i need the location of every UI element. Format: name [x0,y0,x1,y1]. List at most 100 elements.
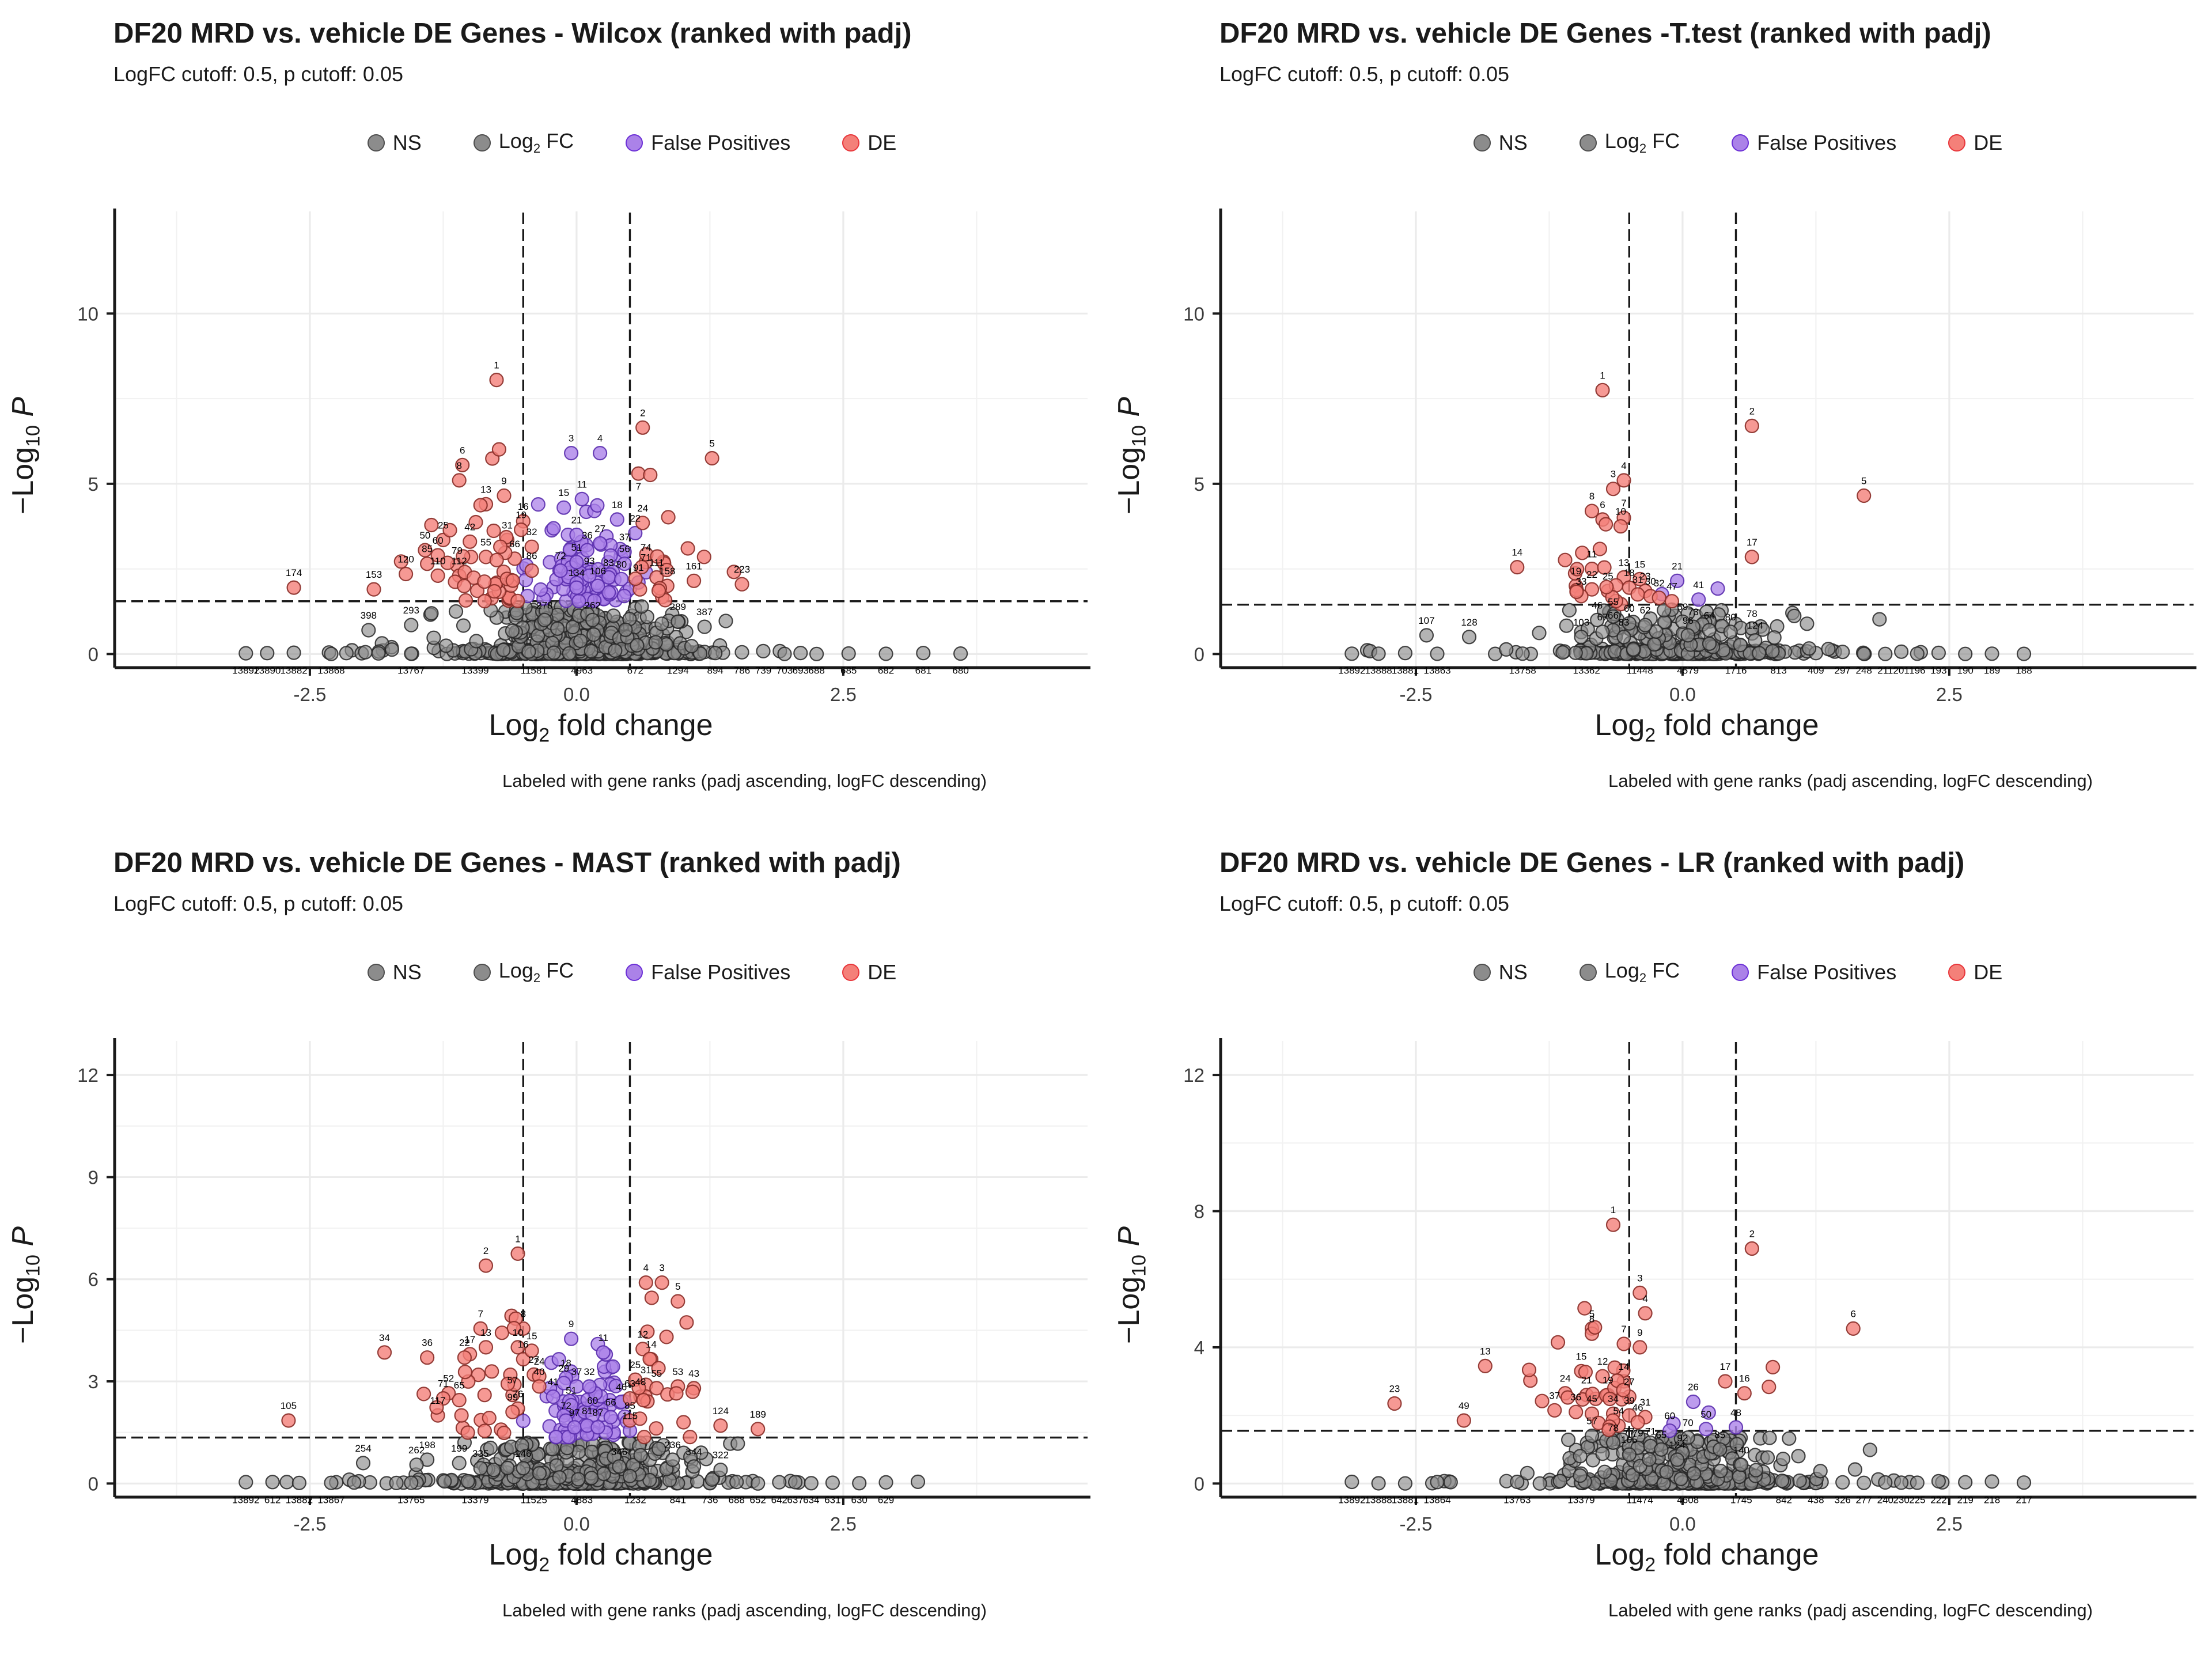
svg-text:66: 66 [509,539,520,550]
svg-text:438: 438 [1808,1494,1824,1505]
svg-text:85: 85 [624,1400,635,1411]
svg-text:13863: 13863 [1423,665,1450,676]
svg-text:248: 248 [1856,665,1872,676]
svg-text:196: 196 [1909,665,1925,676]
svg-text:13892: 13892 [1338,665,1365,676]
svg-text:681: 681 [915,665,931,676]
svg-text:2.5: 2.5 [1936,684,1963,705]
svg-text:13399: 13399 [461,665,488,676]
svg-text:15: 15 [1634,559,1645,570]
svg-text:0.0: 0.0 [1669,1513,1696,1535]
svg-text:33: 33 [1576,576,1587,587]
svg-text:134: 134 [569,567,585,578]
svg-text:25: 25 [630,1359,641,1370]
svg-text:107: 107 [1418,615,1434,626]
svg-text:219: 219 [1957,1494,1974,1505]
svg-text:6: 6 [1850,1308,1855,1319]
svg-text:9: 9 [1637,1327,1642,1338]
svg-text:60: 60 [587,1395,598,1406]
svg-text:91: 91 [633,562,644,573]
svg-text:2: 2 [640,407,645,418]
svg-text:894: 894 [707,665,724,676]
svg-text:193: 193 [1930,665,1946,676]
svg-text:642: 642 [771,1494,787,1505]
svg-text:36: 36 [582,530,593,541]
svg-text:5: 5 [1861,476,1866,487]
svg-text:46: 46 [1633,1402,1643,1413]
svg-text:19: 19 [1570,566,1581,577]
svg-text:13763: 13763 [1503,1494,1531,1505]
svg-text:199: 199 [451,1443,467,1454]
svg-text:0.0: 0.0 [563,684,590,705]
svg-text:79: 79 [452,546,463,556]
svg-text:-2.5: -2.5 [293,684,326,705]
svg-text:652: 652 [750,1494,766,1505]
svg-text:703: 703 [777,665,793,676]
svg-text:153: 153 [366,569,382,580]
svg-text:189: 189 [750,1409,766,1420]
svg-text:13379: 13379 [1567,1494,1594,1505]
svg-text:0: 0 [88,643,99,665]
svg-text:64: 64 [1704,610,1715,621]
svg-text:40: 40 [534,1366,545,1377]
svg-text:293: 293 [403,605,419,616]
svg-text:158: 158 [659,566,675,577]
svg-text:5: 5 [675,1281,680,1292]
svg-text:398: 398 [361,610,377,621]
svg-text:50: 50 [419,530,430,541]
svg-text:12: 12 [1597,1356,1608,1367]
svg-text:688: 688 [808,665,824,676]
svg-text:201: 201 [1893,665,1909,676]
svg-text:13882: 13882 [286,1494,313,1505]
svg-text:13: 13 [480,1327,491,1338]
svg-text:2.5: 2.5 [830,684,857,705]
svg-text:19: 19 [516,510,527,521]
svg-text:14: 14 [646,1339,657,1350]
svg-text:188: 188 [2016,665,2032,676]
svg-text:37: 37 [619,532,630,543]
svg-text:146: 146 [515,1448,531,1459]
svg-text:1: 1 [1600,370,1605,381]
svg-text:189: 189 [1984,665,2000,676]
svg-text:680: 680 [952,665,968,676]
svg-text:53: 53 [672,1366,683,1377]
svg-text:11: 11 [577,479,587,490]
svg-text:60: 60 [1624,603,1635,614]
svg-text:66: 66 [1608,610,1619,621]
svg-text:59: 59 [1677,601,1688,612]
svg-text:105: 105 [281,1400,297,1411]
svg-text:21: 21 [1581,1375,1592,1386]
svg-text:12: 12 [637,1329,648,1340]
svg-text:0: 0 [88,1473,99,1494]
svg-text:55: 55 [1608,596,1619,607]
svg-text:278: 278 [536,600,552,611]
svg-text:4: 4 [1621,460,1626,471]
svg-text:739: 739 [755,665,771,676]
svg-text:24: 24 [1560,1373,1571,1384]
svg-text:262: 262 [585,600,601,611]
svg-text:2: 2 [483,1245,488,1256]
svg-text:13888: 13888 [1365,665,1392,676]
svg-text:32: 32 [1654,578,1665,589]
svg-text:13765: 13765 [397,1494,425,1505]
svg-text:9: 9 [569,1319,574,1330]
svg-text:93: 93 [584,555,595,566]
svg-text:67: 67 [1597,612,1608,623]
svg-text:11525: 11525 [521,1494,547,1505]
svg-text:841: 841 [670,1494,686,1505]
svg-text:60: 60 [433,535,444,546]
svg-text:685: 685 [840,665,857,676]
svg-text:1745: 1745 [1730,1494,1752,1505]
svg-text:693: 693 [793,665,809,676]
svg-text:13890: 13890 [253,665,281,676]
svg-text:24: 24 [534,1356,545,1367]
svg-text:85: 85 [422,544,433,555]
svg-text:-2.5: -2.5 [1399,684,1432,705]
svg-text:32: 32 [584,1366,595,1377]
svg-text:13758: 13758 [1509,665,1536,676]
svg-text:4608: 4608 [1677,1494,1699,1505]
svg-text:17: 17 [1747,537,1758,548]
svg-text:47: 47 [1666,581,1677,592]
svg-text:120: 120 [397,554,414,565]
svg-text:14: 14 [1619,1361,1630,1372]
